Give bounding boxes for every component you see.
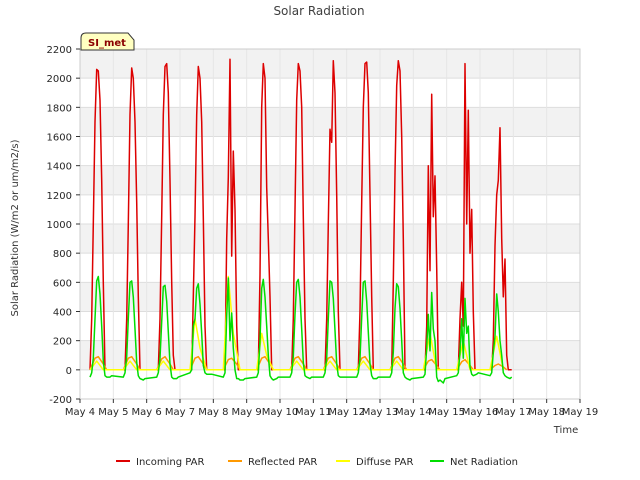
y-tick-label: 1000 (47, 220, 72, 231)
y-tick-label: 200 (53, 337, 72, 348)
station-label: SI_met (88, 38, 126, 49)
plot-band (80, 78, 580, 108)
series-line-net-radiation (89, 275, 513, 384)
x-tick-label: May 17 (495, 407, 532, 418)
y-tick-label: -200 (49, 395, 72, 406)
series-layer (89, 58, 513, 384)
y-tick-label: 0 (66, 366, 72, 377)
plot-band (80, 224, 580, 254)
y-tick-label: 400 (53, 308, 72, 319)
y-tick-label: 1200 (47, 191, 72, 202)
x-tick-label: May 7 (165, 407, 195, 418)
y-axis-ticks: -200 0 200 400 600 800 1000 1200 1400 1600 1800 200… (47, 45, 80, 406)
x-tick-label: May 13 (362, 407, 399, 418)
station-badge: SI_met (80, 32, 135, 51)
y-tick-label: 1400 (47, 162, 72, 173)
plot-band (80, 253, 580, 283)
plot-band (80, 194, 580, 224)
x-tick-label: May 14 (395, 407, 432, 418)
plot-band (80, 369, 580, 399)
legend-label-incoming-par: Incoming PAR (136, 457, 205, 468)
plot-band (80, 340, 580, 370)
y-tick-label: 1800 (47, 103, 72, 114)
y-tick-label: 2000 (47, 74, 72, 85)
x-tick-label: May 18 (528, 407, 565, 418)
legend-label-diffuse-par: Diffuse PAR (356, 457, 413, 468)
plot-band (80, 311, 580, 341)
legend-label-net-radiation: Net Radiation (450, 457, 518, 468)
x-tick-label: May 10 (262, 407, 299, 418)
x-tick-label: May 6 (132, 407, 162, 418)
x-tick-label: May 12 (328, 407, 365, 418)
x-tick-label: May 15 (428, 407, 465, 418)
station-badge-box (80, 32, 135, 51)
chart-title: Solar Radiation (273, 4, 364, 18)
x-tick-label: May 19 (562, 407, 599, 418)
plot-band (80, 49, 580, 79)
y-axis-label: Solar Radiation (W/m2 or um/m2/s) (10, 139, 21, 316)
x-tick-label: May 16 (462, 407, 499, 418)
grid-lines (79, 48, 581, 400)
series-line-diffuse-par (89, 275, 505, 371)
x-tick-label: May 8 (198, 407, 228, 418)
x-axis-label: Time (553, 425, 578, 436)
y-tick-label: 1600 (47, 133, 72, 144)
y-tick-label: 800 (53, 249, 72, 260)
x-tick-label: May 9 (232, 407, 262, 418)
x-tick-label: May 5 (98, 407, 128, 418)
x-axis-ticks: May 4 May 5 May 6 May 7 May 8 May 9 May 10May … (65, 399, 598, 418)
y-tick-label: 2200 (47, 45, 72, 56)
x-tick-label: May 11 (295, 407, 332, 418)
legend: Incoming PAR Reflected PAR Diffuse PAR Net … (116, 457, 518, 468)
x-tick-label: May 4 (65, 407, 95, 418)
legend-label-reflected-par: Reflected PAR (248, 457, 317, 468)
y-tick-label: 600 (53, 278, 72, 289)
